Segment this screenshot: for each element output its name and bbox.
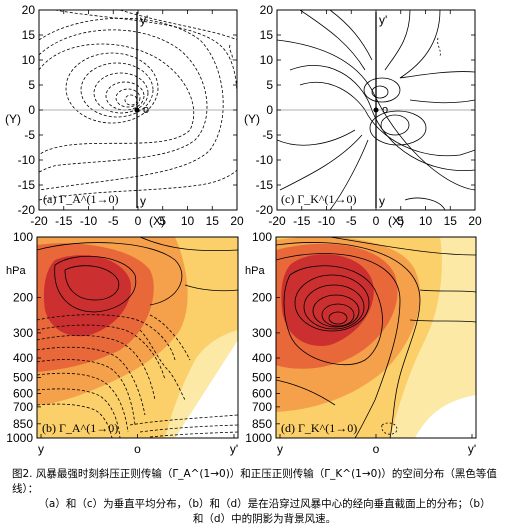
- y-tick-label: 200: [13, 291, 33, 305]
- y-tick-label: 600: [13, 386, 33, 400]
- y-tick-label: 100: [13, 230, 33, 244]
- y-tick-label: 15: [260, 28, 274, 42]
- panel-b-contours: [37, 237, 238, 438]
- y-tick-label: 10: [260, 53, 274, 67]
- y-tick-label: 15: [22, 28, 36, 42]
- y-tick-label: -15: [256, 178, 274, 192]
- panel-d-y-axis-label: hPa: [245, 265, 265, 277]
- x-tick-label: y: [277, 442, 283, 456]
- panel-c: -20 -15 -10 -5 0 5 10 15 20 -20 -15 -10 -5 0 5 10 15 20 y…: [244, 3, 482, 228]
- y-tick-label: 0: [266, 103, 273, 117]
- panel-c-y-label: y: [379, 194, 385, 208]
- y-tick-label: 1000: [6, 431, 33, 445]
- x-tick-label: o: [134, 442, 141, 456]
- panel-c-center-label: o: [382, 104, 388, 116]
- x-tick-label: -15: [55, 214, 73, 228]
- panel-d-panel-label: (d) Γ_K^(1→0): [281, 421, 357, 435]
- panel-d-wind-shading: [276, 237, 476, 438]
- x-tick-label: y': [230, 442, 238, 456]
- panel-a-axis-ticks: -20 -15 -10 -5 0 5 10 15 20 -20 -15 -10 -5 0 5 10 15 20: [18, 3, 244, 228]
- panel-a: -20 -15 -10 -5 0 5 10 15 20 -20 -15 -10 -5 0 5 10 15 20 y…: [5, 3, 244, 228]
- x-tick-label: -20: [30, 214, 48, 228]
- panel-a-panel-label: (a) Γ_A^(1→0): [43, 192, 119, 206]
- panel-a-y-label: y: [140, 194, 146, 208]
- x-tick-label: -15: [293, 214, 311, 228]
- x-tick-label: y: [38, 442, 44, 456]
- y-tick-label: 700: [252, 400, 272, 414]
- panel-b-y-axis-label: hPa: [6, 265, 26, 277]
- x-tick-label: 15: [444, 214, 458, 228]
- y-tick-label: 850: [252, 417, 272, 431]
- y-tick-label: 10: [22, 53, 36, 67]
- panel-a-contours: [39, 10, 237, 201]
- y-tick-label: 20: [260, 3, 274, 17]
- y-tick-label: 500: [13, 370, 33, 384]
- y-tick-label: 400: [252, 351, 272, 365]
- panel-a-x-axis-label: (X): [149, 214, 165, 228]
- y-tick-label: 1000: [245, 431, 272, 445]
- panel-c-contours: [277, 10, 475, 210]
- y-tick-label: 300: [13, 326, 33, 340]
- x-tick-label: -5: [108, 214, 119, 228]
- panel-c-axis-ticks: -20 -15 -10 -5 0 5 10 15 20 -20 -15 -10 -5 0 5 10 15 20: [256, 3, 482, 228]
- x-tick-label: 5: [159, 214, 166, 228]
- x-tick-label: 20: [230, 214, 244, 228]
- y-tick-label: 200: [252, 291, 272, 305]
- y-tick-label: 400: [13, 351, 33, 365]
- panel-c-y-axis-label: (Y): [244, 112, 260, 126]
- y-tick-label: 5: [266, 78, 273, 92]
- y-tick-label: 700: [13, 400, 33, 414]
- panel-a-center-label: o: [143, 104, 149, 116]
- y-tick-label: -20: [18, 203, 36, 217]
- x-tick-label: 0: [135, 214, 142, 228]
- y-tick-label: 0: [28, 103, 35, 117]
- y-tick-label: 300: [252, 326, 272, 340]
- x-tick-label: o: [373, 442, 380, 456]
- y-tick-label: 600: [252, 386, 272, 400]
- panel-b-wind-shading: [37, 237, 238, 438]
- x-tick-label: -10: [80, 214, 98, 228]
- panel-c-panel-label: (c) Γ_K^(1→0): [281, 192, 357, 206]
- y-tick-label: 850: [13, 417, 33, 431]
- y-tick-label: 5: [28, 78, 35, 92]
- x-tick-label: y': [468, 442, 476, 456]
- figure-caption: 图2. 风暴最强时刻斜压正则传输（Γ_A^(1→0)）和正压正则传输（Γ_K^(…: [12, 467, 517, 527]
- y-tick-label: 500: [252, 370, 272, 384]
- y-tick-label: 100: [252, 230, 272, 244]
- y-tick-label: -15: [18, 178, 36, 192]
- y-tick-label: -5: [24, 128, 35, 142]
- panel-c-x-axis-label: (X): [388, 214, 404, 228]
- x-tick-label: 5: [397, 214, 404, 228]
- y-tick-label: -20: [256, 203, 274, 217]
- panel-a-y-axis-label: (Y): [5, 112, 21, 126]
- y-tick-label: -10: [256, 153, 274, 167]
- x-tick-label: -5: [346, 214, 357, 228]
- y-tick-label: 20: [22, 3, 36, 17]
- panel-a-y-prime-label: y': [140, 13, 148, 27]
- x-tick-label: 20: [468, 214, 482, 228]
- panel-d-contours: [276, 237, 476, 438]
- y-tick-label: -5: [262, 128, 273, 142]
- caption-line-1: 图2. 风暴最强时刻斜压正则传输（Γ_A^(1→0)）和正压正则传输（Γ_K^(…: [12, 468, 497, 495]
- panel-b-panel-label: (b) Γ_A^(1→0): [42, 421, 118, 435]
- x-tick-label: -20: [268, 214, 286, 228]
- panel-c-y-prime-label: y': [379, 13, 387, 27]
- x-tick-label: 10: [181, 214, 195, 228]
- y-tick-label: -10: [18, 153, 36, 167]
- x-tick-label: 10: [419, 214, 433, 228]
- x-tick-label: -10: [318, 214, 336, 228]
- caption-line-2: （a）和（c）为垂直平均分布，（b）和（d）是在沿穿过风暴中心的经向垂直截面上的…: [38, 498, 491, 510]
- x-tick-label: 15: [206, 214, 220, 228]
- x-tick-label: 0: [373, 214, 380, 228]
